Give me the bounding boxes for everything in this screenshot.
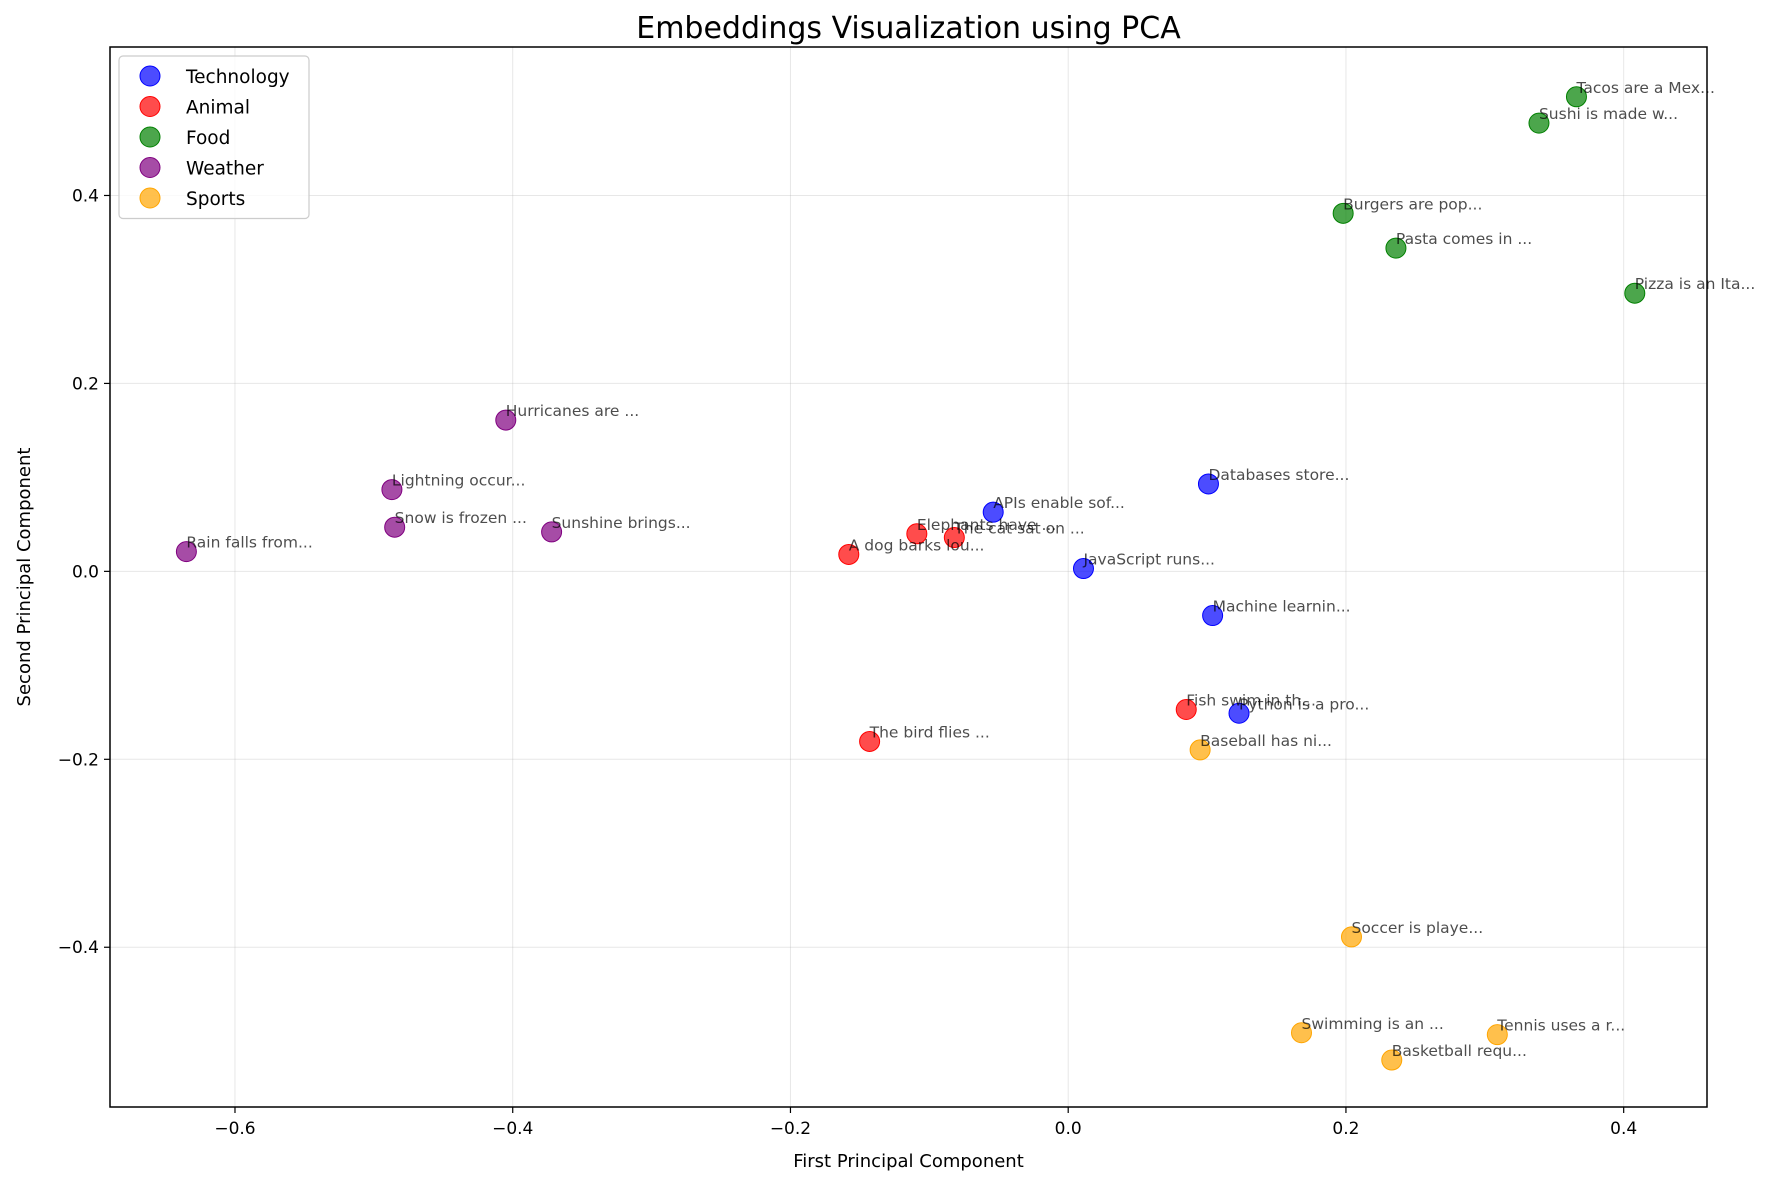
legend-label: Sports <box>186 189 245 210</box>
point-sports <box>1291 1022 1313 1044</box>
legend-label: Food <box>186 128 230 149</box>
point-label: Sushi is made w... <box>1539 105 1678 123</box>
point-technology <box>1202 605 1224 627</box>
legend-label: Technology <box>185 67 290 88</box>
legend-box <box>118 55 310 220</box>
point-weather <box>495 409 517 431</box>
ticks-layer: −0.6 −0.4 −0.2 0.0 0.2 0.4 −0.4 −0.2 0.0 0.2 0.4 <box>58 186 1637 1139</box>
point-sports <box>1189 739 1211 761</box>
y-tick-label: −0.2 <box>58 750 99 770</box>
point-label: Baseball has ni... <box>1200 732 1332 750</box>
point-label: Basketball requ... <box>1392 1042 1527 1060</box>
point-food <box>1528 112 1550 134</box>
point-label: Pasta comes in ... <box>1396 230 1532 248</box>
grid-layer <box>110 47 1707 1107</box>
point-weather <box>381 479 403 501</box>
legend-label: Weather <box>186 159 264 180</box>
point-label: Burgers are pop... <box>1343 195 1482 213</box>
legend-marker-technology <box>139 65 161 87</box>
point-label: Machine learnin... <box>1213 598 1351 616</box>
x-tick-label: 0.2 <box>1332 1119 1359 1139</box>
point-label: APIs enable sof... <box>993 494 1125 512</box>
x-tick-label: −0.6 <box>214 1119 255 1139</box>
point-technology <box>1197 473 1219 495</box>
x-tick-label: −0.2 <box>770 1119 811 1139</box>
point-weather <box>541 521 563 543</box>
point-animal <box>859 730 881 752</box>
legend-label: Animal <box>186 98 250 119</box>
point-label: The cat sat on ... <box>953 520 1084 538</box>
legend-marker-weather <box>139 157 161 178</box>
x-tick-label: −0.4 <box>492 1119 533 1139</box>
point-animal <box>943 527 965 549</box>
point-food <box>1385 237 1407 259</box>
plot-frame <box>109 46 1708 1108</box>
point-label: Hurricanes are ... <box>506 402 639 420</box>
chart-title: Embeddings Visualization using PCA <box>636 11 1181 46</box>
point-sports <box>1486 1024 1508 1046</box>
point-label: Lightning occur... <box>392 472 525 490</box>
point-label: JavaScript runs... <box>1082 551 1215 569</box>
legend: Technology Animal Food Weather Sports <box>118 55 310 220</box>
x-tick-label: 0.0 <box>1055 1119 1082 1139</box>
point-label: A dog barks lou... <box>849 536 985 554</box>
point-label: Tennis uses a r... <box>1496 1017 1625 1035</box>
point-label: Rain falls from... <box>186 534 312 552</box>
legend-marker-sports <box>139 187 161 209</box>
legend-marker-food <box>139 126 161 148</box>
x-axis-title: First Principal Component <box>793 1151 1024 1172</box>
x-tick-label: 0.4 <box>1610 1119 1637 1139</box>
point-labels-layer: APIs enable sof... Databases store... Java… <box>186 79 1755 1060</box>
point-food <box>1624 282 1646 304</box>
point-label: Elephants have ... <box>917 516 1056 534</box>
point-label: Soccer is playe... <box>1351 919 1483 937</box>
point-label: The bird flies ... <box>869 723 990 741</box>
point-label: Fish swim in th... <box>1186 692 1316 710</box>
point-technology <box>1072 558 1094 580</box>
point-weather <box>384 516 406 538</box>
point-weather <box>175 541 197 563</box>
point-animal <box>838 543 860 565</box>
point-food <box>1565 86 1587 108</box>
point-label: Swimming is an ... <box>1302 1015 1444 1033</box>
point-technology <box>1228 702 1250 724</box>
point-sports <box>1340 926 1362 948</box>
point-label: Python is a pro... <box>1239 695 1369 713</box>
point-food <box>1332 202 1354 224</box>
y-tick-label: 0.4 <box>72 186 99 206</box>
point-technology <box>982 501 1004 523</box>
point-label: Sunshine brings... <box>552 514 691 532</box>
point-sports <box>1381 1049 1403 1071</box>
legend-marker-animal <box>139 96 161 117</box>
points-layer <box>175 86 1646 1071</box>
point-animal <box>1175 699 1197 720</box>
y-tick-label: 0.2 <box>72 374 99 394</box>
point-label: Snow is frozen ... <box>395 509 527 527</box>
y-tick-label: 0.0 <box>72 562 99 582</box>
y-tick-label: −0.4 <box>58 938 99 958</box>
point-label: Tacos are a Mex... <box>1575 79 1714 97</box>
point-label: Databases store... <box>1208 466 1349 484</box>
y-axis-title: Second Principal Component <box>14 448 35 707</box>
point-label: Pizza is an Ita... <box>1635 275 1756 293</box>
point-animal <box>906 523 928 545</box>
